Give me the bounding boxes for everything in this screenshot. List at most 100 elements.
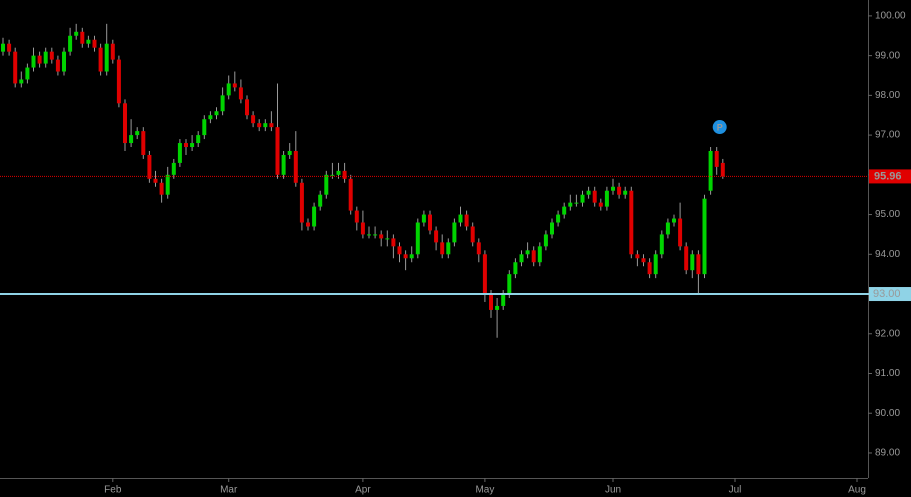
x-tick-label: Apr [355,485,371,496]
candle-body [665,222,670,235]
candle-body [62,51,66,72]
candle-body [482,254,487,295]
candle-body [415,222,420,255]
candle-body [147,154,152,179]
candle-body [580,194,585,203]
candle-body [397,246,402,255]
candle-body [80,31,85,44]
candle-body [141,131,146,155]
candle-body [403,254,408,259]
candle-body [226,83,231,96]
candle-body [74,31,79,36]
candle-body [123,103,127,144]
candle-body [324,174,329,195]
candle-body [269,123,274,128]
candle-body [153,178,158,183]
x-tick-label: Jul [729,485,742,496]
candle-body [92,39,97,48]
y-tick-label: 98.00 [875,90,900,101]
candle-body [232,83,237,88]
y-tick-label: 91.00 [875,368,900,379]
event-marker [712,120,727,135]
candle-body [507,274,512,295]
candle-body [672,218,676,223]
candle-body [238,87,243,100]
x-tick-label: Aug [848,485,866,496]
candle-body [489,294,493,310]
candle-body [598,202,603,207]
candle-body [543,234,548,247]
candle-body [159,182,164,195]
candle-body [586,190,591,195]
candle-body [556,214,561,223]
candle-body [440,242,445,255]
candle-body [68,35,73,52]
candle-body [434,230,439,243]
candle-body [519,254,524,263]
candle-body [452,222,457,243]
y-tick-label: 100.00 [875,11,906,22]
candle-body [177,143,182,163]
candle-body [190,143,195,148]
candle-body [110,43,115,60]
candle-body [428,214,432,231]
level-label-box [869,287,911,302]
candle-body [13,51,18,84]
candle-body [495,305,500,310]
candle-body [214,111,219,116]
candle-body [171,162,176,175]
candle-body [330,174,335,176]
candle-body [43,51,48,64]
candle-body [604,190,609,207]
candle-body [537,246,542,263]
candle-body [409,254,414,259]
candle-body [98,47,103,72]
candle-body [1,43,5,52]
candle-body [299,182,304,223]
candle-body [531,250,536,263]
candle-body [135,131,140,136]
candle-body [513,262,518,275]
candle-body [184,143,188,148]
candle-body [659,234,664,255]
candle-body [31,55,36,68]
candle-body [306,222,310,227]
candle-body [25,67,30,80]
candle-body [690,254,695,271]
candle-body [574,202,579,204]
candle-body [635,254,640,259]
candle-body [550,222,554,235]
candle-body [641,258,646,263]
candle-body [379,234,384,239]
candle-body [86,39,91,44]
last-price-label: 95.96 [874,170,902,182]
candle-body [696,254,701,275]
candle-body [367,234,371,236]
candle-body [245,99,249,116]
candle-body [391,238,396,247]
candle-body [129,135,134,144]
candle-body [464,214,469,227]
candle-body [360,222,365,235]
y-tick-label: 92.00 [875,328,900,339]
candle-body [623,190,628,195]
candle-body [293,150,298,183]
candle-body [348,178,353,211]
candle-body [220,95,225,112]
candle-body [196,135,201,144]
candle-body [116,59,121,104]
y-tick-label: 97.00 [875,130,900,141]
candle-body [592,190,597,203]
candle-body [342,170,347,179]
candle-body [37,55,42,64]
y-tick-label: 94.00 [875,249,900,260]
candle-body [720,162,725,177]
candle-body [458,214,463,223]
candle-body [281,154,286,175]
y-tick-label: 95.00 [875,209,900,220]
candle-body [501,294,506,306]
candle-body [7,43,12,52]
candle-body [684,246,689,271]
